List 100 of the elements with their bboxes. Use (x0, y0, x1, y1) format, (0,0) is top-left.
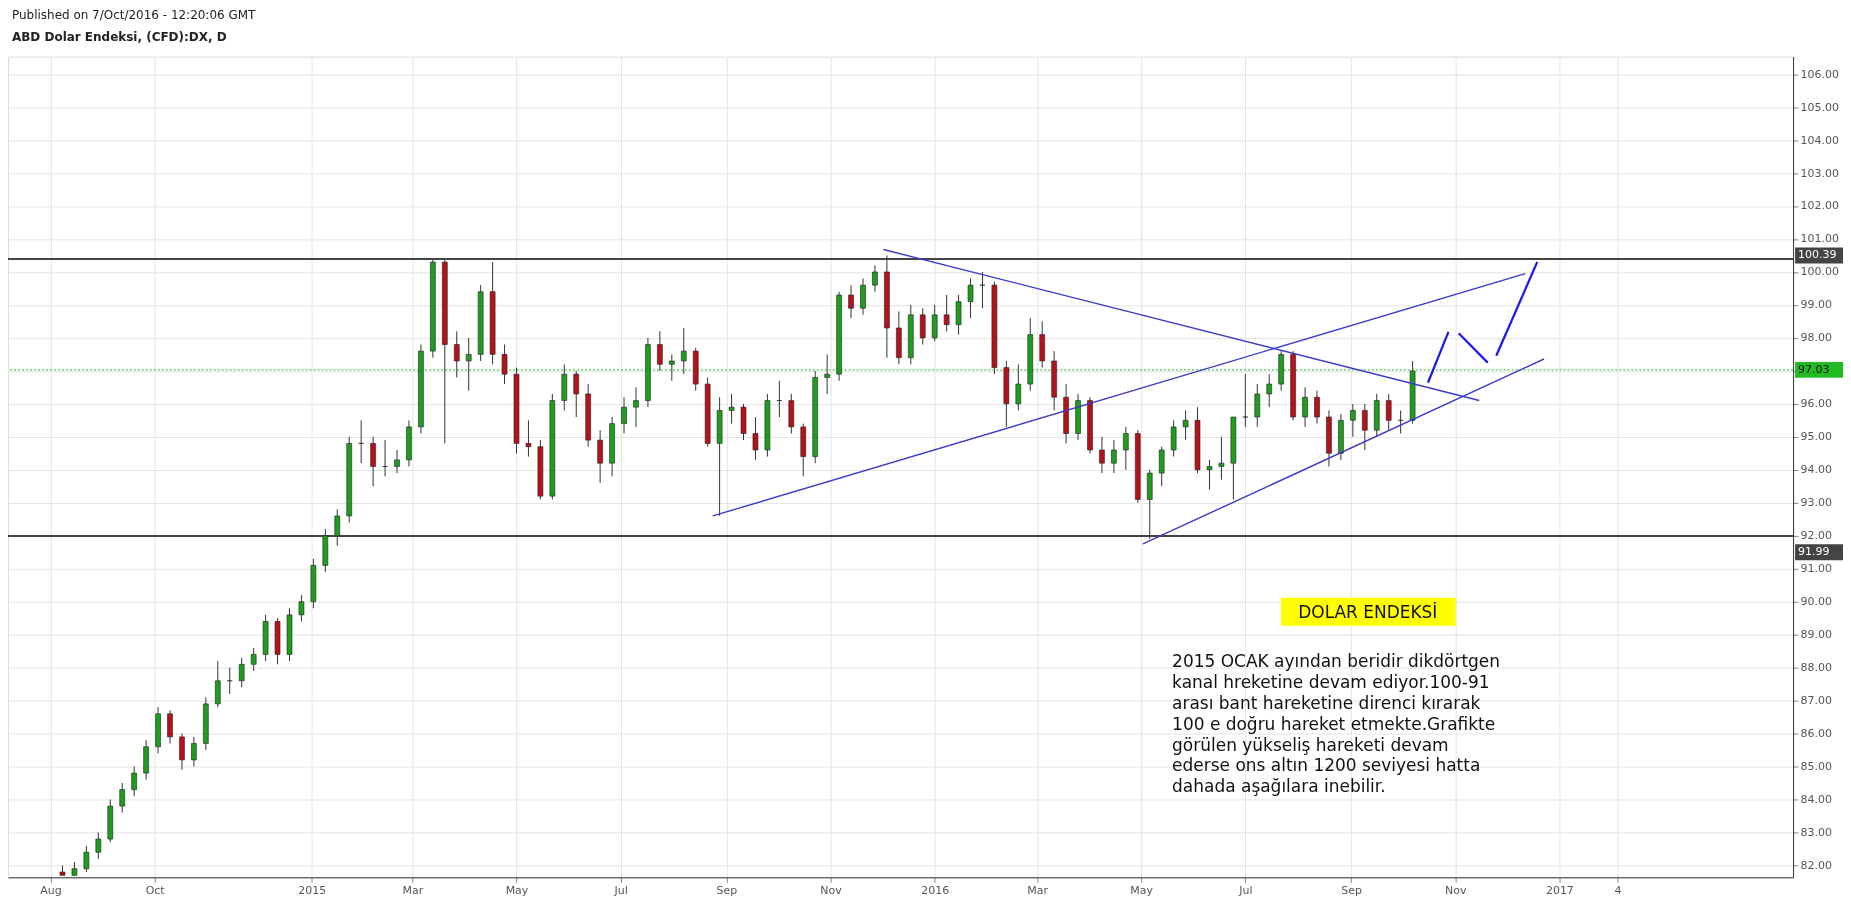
candlestick (1123, 426, 1129, 471)
y-tick-label: 99.00 (1800, 298, 1832, 312)
x-tick-label: Sep (1341, 883, 1363, 897)
y-tick-label: 100.00 (1800, 265, 1839, 279)
candlestick (860, 278, 866, 316)
y-tick-label: 94.00 (1800, 463, 1832, 477)
candlestick (394, 449, 400, 474)
ref-line-label: 91.99 (1798, 545, 1830, 559)
x-tick-label: Nov (1445, 883, 1467, 897)
x-tick-label: Mar (402, 883, 424, 897)
candlestick (1302, 386, 1308, 428)
x-tick-label: Mar (1027, 883, 1049, 897)
candlestick (597, 429, 603, 484)
candlestick (1015, 363, 1022, 411)
candlestick (1350, 403, 1356, 438)
candlestick (525, 419, 532, 458)
y-tick-label: 96.00 (1800, 397, 1832, 411)
candlestick (1385, 393, 1392, 431)
annotation: 2015 OCAK ayından beridir dikdörtgen kanal hreketine devam ediyor.100-91 arası bant hareketine direnci kırarak 100 e doğru hareket etmekte.Grafikte görülen yükseliş hareketi devam ederse ons altın 1200 seviyesi hatta dahada aşağılara inebilir. (1172, 650, 1501, 797)
y-tick-label: 104.00 (1800, 133, 1839, 147)
x-tick-label: 2017 (1545, 883, 1574, 897)
x-tick-label: Oct (145, 883, 166, 897)
candlestick (238, 657, 245, 688)
candlestick (1099, 436, 1105, 474)
candlestick (824, 353, 830, 395)
candlestick (191, 736, 197, 768)
candlestick (95, 831, 102, 860)
candlestick (633, 386, 639, 428)
candlestick (179, 733, 185, 771)
y-tick-label: 86.00 (1800, 727, 1832, 741)
ref-line-label: 97.03 (1798, 362, 1830, 376)
y-tick-label: 83.00 (1800, 825, 1832, 839)
candlestick (1254, 383, 1261, 428)
candlestick (621, 396, 627, 435)
y-tick-label: 106.00 (1800, 67, 1839, 81)
x-tick-label: Nov (820, 883, 843, 897)
text: Published on 7/Oct/2016 - 12:20:06 GMT (11, 7, 257, 22)
candlestick (728, 393, 735, 425)
x-tick-label: Jul (1238, 883, 1253, 897)
candlestick (1266, 373, 1273, 408)
x-tick-label: 4 (1614, 883, 1622, 897)
candlestick (657, 330, 663, 372)
y-tick-label: 82.00 (1800, 858, 1832, 872)
x-tick-label: May (505, 883, 529, 897)
candlestick (334, 508, 341, 547)
x-tick-label: Sep (716, 883, 738, 897)
candlestick (943, 294, 950, 332)
candlestick (967, 278, 974, 319)
chart-title: ABD Dolar Endeksi, (CFD):DX, D (11, 29, 227, 44)
candlestick (250, 647, 257, 672)
candlestick (1242, 373, 1249, 428)
candlestick (931, 304, 938, 342)
y-tick-label: 102.00 (1800, 199, 1839, 213)
y-tick-label: 88.00 (1800, 661, 1832, 675)
candlestick (465, 337, 472, 392)
x-tick-label: 2015 (298, 883, 327, 897)
candlestick (680, 327, 687, 375)
candlestick (979, 271, 986, 309)
y-tick-label: 92.00 (1800, 529, 1832, 543)
y-tick-label: 103.00 (1800, 166, 1839, 180)
candlestick (453, 330, 460, 378)
y-tick-label: 93.00 (1800, 496, 1832, 510)
candlestick (1111, 439, 1117, 474)
y-tick-label: 91.00 (1800, 562, 1832, 576)
x-tick-label: Aug (40, 883, 62, 897)
candlestick (370, 436, 376, 487)
candlestick (215, 660, 221, 708)
candlestick (501, 343, 508, 385)
y-tick-label: 101.00 (1800, 232, 1839, 246)
candlestick (872, 264, 878, 293)
ref-line-label: 100.39 (1798, 248, 1837, 262)
candlestick (298, 594, 305, 622)
candlestick (955, 294, 962, 336)
y-tick-label: 84.00 (1800, 792, 1832, 806)
candlestick (1218, 436, 1225, 481)
candlestick (1170, 419, 1177, 458)
candlestick (848, 284, 854, 319)
y-tick-label: 85.00 (1800, 760, 1832, 774)
candlestick (167, 709, 173, 744)
candlestick (1182, 409, 1189, 441)
candlestick (119, 782, 126, 814)
x-tick-label: 2016 (921, 883, 950, 897)
candlestick (83, 845, 90, 873)
candlestick (752, 416, 759, 461)
candlestick (919, 307, 926, 345)
x-tick-label: Jul (613, 883, 628, 897)
candlestick (1206, 459, 1213, 491)
x-tick-label: May (1130, 883, 1154, 897)
y-tick-label: 89.00 (1800, 628, 1832, 642)
candlestick (1314, 390, 1320, 425)
y-tick-label: 87.00 (1800, 694, 1832, 708)
candlestick (1158, 446, 1165, 487)
candlestick (131, 766, 137, 797)
candlestick (573, 370, 580, 418)
candlestick (1362, 403, 1368, 451)
y-tick-label: 98.00 (1800, 331, 1832, 345)
y-tick-label: 90.00 (1800, 595, 1832, 609)
y-tick-label: 95.00 (1800, 430, 1832, 444)
y-tick-label: 105.00 (1800, 100, 1839, 114)
annotation: DOLAR ENDEKSİ (1298, 601, 1438, 622)
